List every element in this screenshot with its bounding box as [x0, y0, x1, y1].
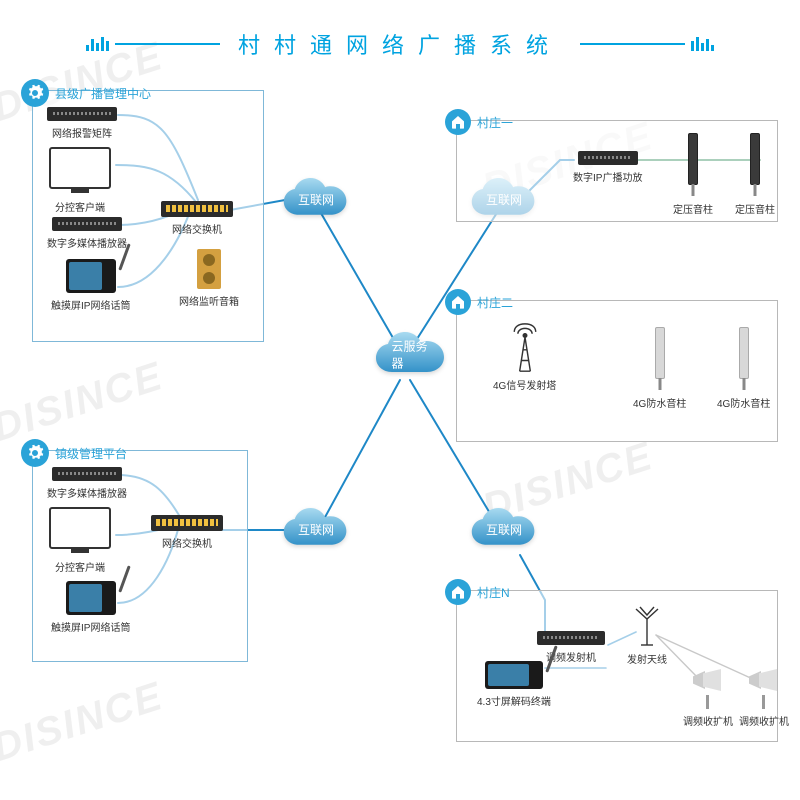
gear-icon — [21, 79, 49, 107]
cloud-br: 互联网 — [468, 508, 540, 554]
column-speaker-icon — [688, 133, 698, 185]
house-icon — [445, 289, 471, 315]
device-label: 定压音柱 — [673, 201, 713, 216]
device-player: 数字多媒体播放器 — [47, 467, 127, 500]
house-icon — [445, 109, 471, 135]
box-title: 村庄N — [477, 584, 510, 601]
cloud-tl: 互联网 — [280, 178, 352, 224]
device-ip-amp: 数字IP广播功放 — [573, 151, 642, 184]
cloud-label: 云服务器 — [392, 337, 431, 371]
device-label: 调频收扩机 — [739, 713, 789, 728]
box-title: 镇级管理平台 — [55, 445, 127, 462]
box-villageN: 村庄N 调频发射机 4.3寸屏解码终端 发射天线 调频收扩机 调频收扩机 — [456, 590, 778, 742]
column-speaker-icon — [739, 327, 749, 379]
device-switch: 网络交换机 — [151, 515, 223, 550]
device-label: 定压音柱 — [735, 201, 775, 216]
horn-speaker-icon — [693, 665, 723, 695]
gear-icon — [21, 439, 49, 467]
device-monitor-speaker: 网络监听音箱 — [179, 249, 239, 308]
box-village1: 村庄一 数字IP广播功放 定压音柱 定压音柱 — [456, 120, 778, 222]
box-town: 镇级管理平台 数字多媒体播放器 分控客户端 触摸屏IP网络话筒 网络交换机 — [32, 450, 248, 662]
device-client: 分控客户端 — [49, 507, 111, 574]
column-speaker-icon — [750, 133, 760, 185]
device-client: 分控客户端 — [49, 147, 111, 214]
cloud-center: 云服务器 — [372, 332, 450, 382]
device-fm-transmitter: 调频发射机 — [537, 631, 605, 664]
device-alarm-matrix: 网络报警矩阵 — [47, 107, 117, 140]
cloud-label: 互联网 — [298, 521, 334, 538]
antenna-icon — [632, 603, 662, 647]
device-mic: 触摸屏IP网络话筒 — [51, 259, 130, 312]
house-icon — [445, 579, 471, 605]
device-label: 调频收扩机 — [683, 713, 733, 728]
cloud-label: 互联网 — [486, 521, 522, 538]
device-player: 数字多媒体播放器 — [47, 217, 127, 250]
cloud-label: 互联网 — [298, 191, 334, 208]
horn-speaker-icon — [749, 665, 779, 695]
box-title: 村庄一 — [477, 114, 513, 131]
device-4g-tower: 4G信号发射塔 — [493, 323, 556, 392]
column-speaker-icon — [655, 327, 665, 379]
device-mic: 触摸屏IP网络话筒 — [51, 581, 130, 634]
device-label: 4G防水音柱 — [633, 395, 686, 410]
cloud-bl: 互联网 — [280, 508, 352, 554]
device-label: 4G防水音柱 — [717, 395, 770, 410]
box-title: 县级广播管理中心 — [55, 85, 151, 102]
device-switch: 网络交换机 — [161, 201, 233, 236]
box-village2: 村庄二 4G信号发射塔 4G防水音柱 4G防水音柱 — [456, 300, 778, 442]
device-decoder: 4.3寸屏解码终端 — [477, 661, 551, 708]
box-title: 村庄二 — [477, 294, 513, 311]
box-county: 县级广播管理中心 网络报警矩阵 分控客户端 数字多媒体播放器 触摸屏IP网络话筒… — [32, 90, 264, 342]
device-antenna: 发射天线 — [627, 603, 667, 666]
